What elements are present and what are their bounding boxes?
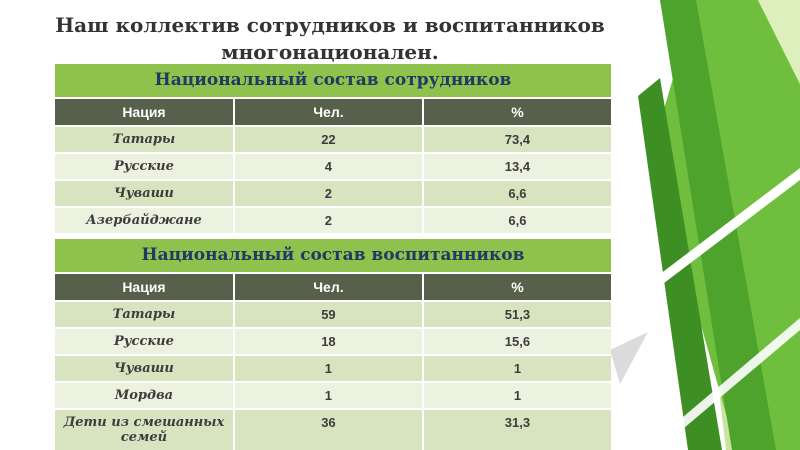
staff-table-body: Татары 22 73,4 Русские 4 13,4 Чуваши 2 6…: [55, 125, 611, 233]
table-row: Дети из смешанных семей 36 31,3: [55, 408, 611, 450]
staff-table-title: Национальный состав сотрудников: [55, 64, 611, 97]
pupils-table-header-row: Нация Чел. %: [55, 272, 611, 300]
table-row: Чуваши 2 6,6: [55, 179, 611, 206]
count-cell: 1: [232, 383, 422, 408]
column-header-nation: Нация: [122, 279, 166, 295]
percent-cell: 1: [421, 356, 611, 381]
facet-shape: [610, 332, 648, 384]
table-row: Русские 4 13,4: [55, 152, 611, 179]
staff-table-header-row: Нация Чел. %: [55, 97, 611, 125]
count-cell: 2: [232, 181, 422, 206]
column-header-percent: %: [421, 99, 611, 125]
percent-cell: 51,3: [421, 302, 611, 327]
nation-cell: Русские: [114, 159, 174, 174]
percent-cell: 6,6: [421, 208, 611, 233]
percent-cell: 15,6: [421, 329, 611, 354]
count-cell: 36: [232, 410, 422, 450]
table-row: Русские 18 15,6: [55, 327, 611, 354]
nation-cell: Татары: [112, 307, 176, 322]
count-cell: 4: [232, 154, 422, 179]
pupils-table-body: Татары 59 51,3 Русские 18 15,6 Чуваши 1 …: [55, 300, 611, 450]
facet-shape: [660, 0, 776, 450]
nation-cell: Мордва: [114, 388, 174, 403]
count-cell: 1: [232, 356, 422, 381]
nation-cell: Русские: [114, 334, 174, 349]
staff-table: Национальный состав сотрудников Нация Че…: [55, 64, 611, 233]
nation-cell: Чуваши: [114, 186, 174, 201]
facet-decoration: [610, 0, 800, 450]
table-row: Татары 59 51,3: [55, 300, 611, 327]
pupils-table-title: Национальный состав воспитанников: [55, 239, 611, 272]
count-cell: 22: [232, 127, 422, 152]
count-cell: 59: [232, 302, 422, 327]
nation-cell: Чуваши: [114, 361, 174, 376]
facet-shape: [644, 318, 800, 450]
facet-shape: [610, 168, 800, 324]
percent-cell: 6,6: [421, 181, 611, 206]
table-row: Мордва 1 1: [55, 381, 611, 408]
facet-shape: [758, 0, 800, 84]
percent-cell: 1: [421, 383, 611, 408]
table-row: Азербайджане 2 6,6: [55, 206, 611, 233]
percent-cell: 31,3: [421, 410, 611, 450]
table-row: Татары 22 73,4: [55, 125, 611, 152]
nation-cell: Татары: [112, 132, 176, 147]
column-header-count: Чел.: [232, 99, 422, 125]
slide-title-line1: Наш коллектив сотрудников и воспитаннико…: [55, 13, 605, 37]
column-header-nation: Нация: [122, 104, 166, 120]
tables-area: Национальный состав сотрудников Нация Че…: [55, 64, 611, 450]
pupils-table: Национальный состав воспитанников Нация …: [55, 239, 611, 450]
column-header-percent: %: [421, 274, 611, 300]
nation-cell: Азербайджане: [86, 213, 202, 228]
percent-cell: 13,4: [421, 154, 611, 179]
slide-title: Наш коллектив сотрудников и воспитаннико…: [40, 12, 620, 66]
table-row: Чуваши 1 1: [55, 354, 611, 381]
count-cell: 2: [232, 208, 422, 233]
percent-cell: 73,4: [421, 127, 611, 152]
count-cell: 18: [232, 329, 422, 354]
slide-title-line2: многонационален.: [221, 40, 439, 64]
nation-cell: Дети из смешанных семей: [63, 415, 225, 445]
column-header-count: Чел.: [232, 274, 422, 300]
